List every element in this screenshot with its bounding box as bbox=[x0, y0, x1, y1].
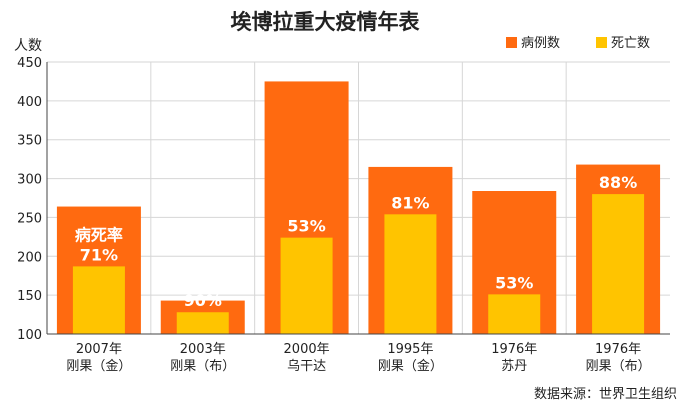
category-year-label: 1976年 bbox=[491, 342, 537, 357]
bar-deaths bbox=[176, 312, 229, 334]
legend-swatch-cases bbox=[506, 37, 517, 48]
legend-label-cases: 病例数 bbox=[521, 36, 560, 51]
category-country-label: 刚果（金） bbox=[378, 358, 443, 374]
fatality-rate-label: 81% bbox=[391, 193, 429, 212]
fatality-rate-label: 53% bbox=[495, 273, 533, 292]
grid-lines bbox=[47, 61, 670, 334]
category-year-label: 1976年 bbox=[595, 342, 641, 357]
bar-deaths bbox=[592, 194, 645, 334]
fatality-rate-label: 71% bbox=[80, 245, 118, 264]
y-tick-label: 200 bbox=[17, 250, 42, 265]
category-country-label: 乌干达 bbox=[287, 358, 326, 374]
category-labels: 2007年刚果（金）2003年刚果（布）2000年乌干达1995年刚果（金）19… bbox=[66, 342, 650, 374]
y-tick-label: 350 bbox=[17, 134, 42, 149]
fatality-rate-label: 90% bbox=[184, 291, 222, 310]
bars bbox=[56, 81, 661, 334]
y-tick-label: 450 bbox=[17, 56, 42, 71]
legend: 病例数 死亡数 bbox=[506, 36, 650, 51]
y-axis-label: 人数 bbox=[14, 38, 42, 54]
fatality-rate-label: 53% bbox=[287, 217, 325, 236]
category-country-label: 刚果（布） bbox=[170, 359, 235, 374]
bar-deaths bbox=[384, 214, 437, 334]
y-tick-label: 100 bbox=[17, 328, 42, 343]
source-note: 数据来源：世界卫生组织 bbox=[534, 387, 677, 402]
legend-label-deaths: 死亡数 bbox=[611, 36, 650, 51]
category-year-label: 1995年 bbox=[387, 342, 433, 357]
category-country-label: 刚果（布） bbox=[586, 359, 651, 374]
category-year-label: 2003年 bbox=[180, 342, 226, 357]
fatality-rate-label: 88% bbox=[599, 173, 637, 192]
category-country-label: 苏丹 bbox=[501, 358, 527, 374]
y-axis-ticks: 100 150 200 250 300 350 400 450 bbox=[17, 56, 42, 343]
y-tick-label: 400 bbox=[17, 95, 42, 110]
category-year-label: 2007年 bbox=[76, 342, 122, 357]
chart-title: 埃博拉重大疫情年表 bbox=[231, 10, 421, 34]
fatality-rate-annotation: 病死率 bbox=[75, 225, 123, 244]
bar-deaths bbox=[72, 266, 125, 334]
y-tick-label: 300 bbox=[17, 173, 42, 188]
y-tick-label: 250 bbox=[17, 211, 42, 226]
data-labels: 71%病死率 90% 53% 81% 53% 88% bbox=[75, 173, 637, 310]
legend-swatch-deaths bbox=[596, 37, 607, 48]
bar-deaths bbox=[280, 237, 333, 334]
y-tick-label: 150 bbox=[17, 289, 42, 304]
bar-deaths bbox=[488, 294, 541, 334]
category-country-label: 刚果（金） bbox=[66, 358, 131, 374]
category-year-label: 2000年 bbox=[284, 342, 330, 357]
